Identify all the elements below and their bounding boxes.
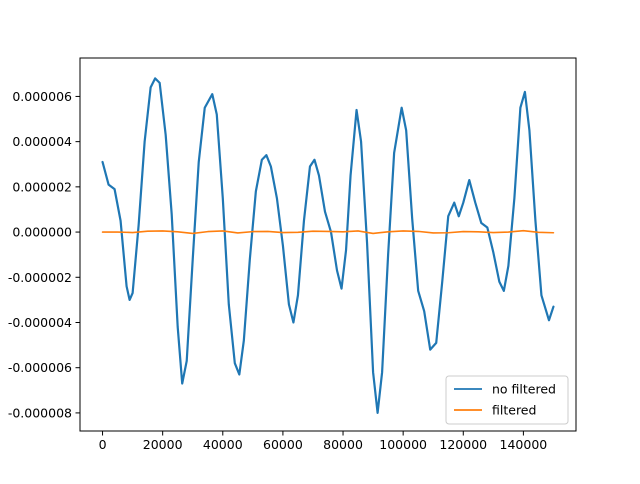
axes-layer	[79, 57, 577, 432]
x-tick-label: 140000	[500, 437, 548, 452]
legend-box	[445, 375, 569, 425]
plot-area	[80, 58, 576, 431]
legend-label-filtered: filtered	[492, 403, 536, 418]
y-tick-label: -0.000004	[8, 315, 72, 330]
y-tick-label: -0.000008	[8, 405, 72, 420]
y-tick-label: -0.000002	[8, 270, 72, 285]
x-tick-label: 100000	[379, 437, 427, 452]
x-axis-ticks: 0 20000 40000 60000 80000 100000 120000 140000	[99, 431, 548, 452]
series-line-no-filtered	[101, 77, 555, 415]
series-line-filtered	[101, 229, 555, 235]
x-tick-label: 80000	[323, 437, 363, 452]
y-tick-label: -0.000006	[8, 360, 72, 375]
legend: no filtered filtered	[445, 375, 569, 425]
x-tick-label: 20000	[143, 437, 183, 452]
y-tick-label: 0.000002	[12, 179, 72, 194]
y-axis-ticks: -0.000008 -0.000006 -0.000004 -0.000002 0.00…	[8, 89, 80, 420]
y-tick-label: 0.000004	[12, 134, 72, 149]
y-tick-label: 0.000006	[12, 89, 72, 104]
series-layer	[101, 77, 555, 415]
x-tick-label: 120000	[439, 437, 487, 452]
x-tick-label: 40000	[203, 437, 243, 452]
y-tick-label: 0.000000	[12, 225, 72, 240]
x-tick-label: 0	[99, 437, 107, 452]
legend-label-no-filtered: no filtered	[492, 382, 556, 397]
x-tick-label: 60000	[263, 437, 303, 452]
plot-frame	[79, 57, 577, 432]
